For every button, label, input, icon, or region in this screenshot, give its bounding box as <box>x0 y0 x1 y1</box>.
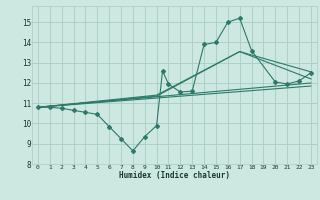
X-axis label: Humidex (Indice chaleur): Humidex (Indice chaleur) <box>119 171 230 180</box>
